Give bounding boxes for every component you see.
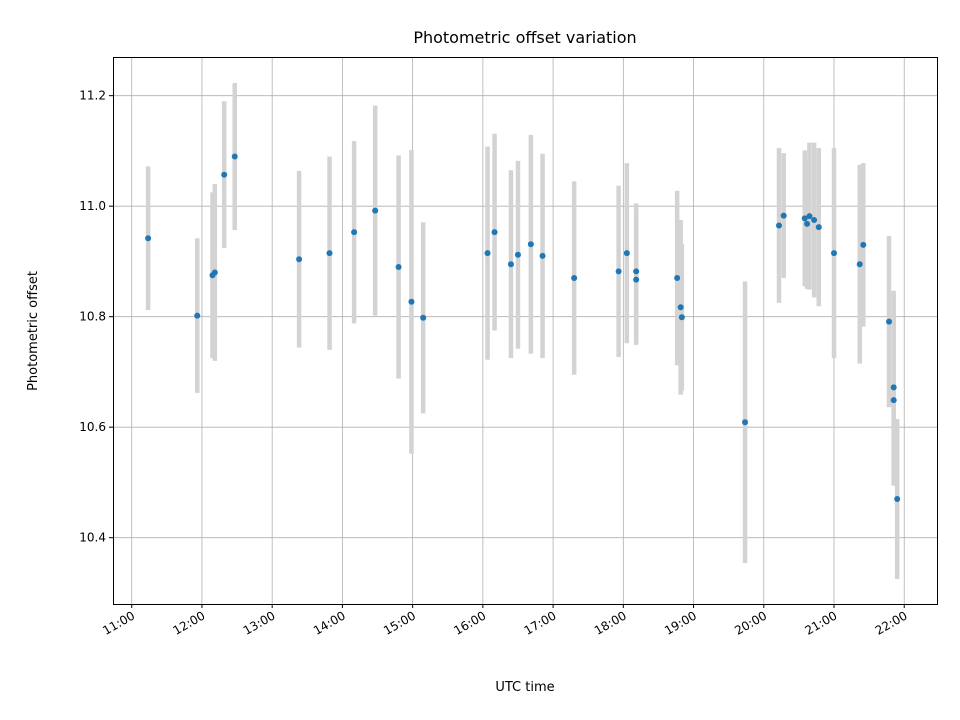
data-point — [145, 235, 152, 242]
data-point — [886, 318, 893, 325]
error-bars — [145, 82, 900, 580]
data-point — [326, 250, 333, 257]
x-tick-label: 13:00 — [241, 608, 278, 637]
data-point — [860, 241, 867, 248]
x-tick-label: 22:00 — [873, 608, 910, 637]
data-point — [420, 314, 427, 321]
data-point — [801, 215, 808, 222]
x-tick-label: 11:00 — [100, 608, 137, 637]
y-axis-label: Photometric offset — [26, 271, 41, 391]
y-axis-ticks: 10.4 10.6 10.8 11.0 11.2 — [79, 89, 113, 545]
data-point — [678, 314, 685, 321]
data-point — [856, 261, 863, 268]
y-tick-label: 10.4 — [79, 531, 106, 545]
data-point — [539, 252, 546, 259]
data-point — [571, 275, 578, 282]
data-point — [615, 268, 622, 275]
data-point — [633, 268, 640, 275]
x-tick-label: 17:00 — [522, 608, 559, 637]
y-tick-label: 11.2 — [79, 89, 106, 103]
data-point — [514, 251, 521, 258]
data-point — [674, 275, 681, 282]
data-point — [804, 220, 811, 227]
data-point — [484, 250, 491, 257]
data-point — [811, 216, 818, 223]
data-point — [395, 263, 402, 270]
x-tick-label: 12:00 — [170, 608, 207, 637]
y-tick-label: 11.0 — [79, 199, 106, 213]
data-point — [491, 229, 498, 236]
data-point — [894, 496, 901, 503]
data-point — [831, 250, 837, 257]
x-tick-label: 16:00 — [451, 608, 488, 637]
data-point — [890, 397, 897, 404]
x-tick-label: 15:00 — [381, 608, 418, 637]
x-tick-label: 19:00 — [662, 608, 699, 637]
data-point — [211, 269, 218, 276]
data-point — [507, 261, 514, 268]
plot-frame — [113, 57, 938, 605]
x-tick-label: 14:00 — [311, 608, 348, 637]
data-point — [623, 250, 630, 257]
y-tick-label: 10.8 — [79, 310, 106, 324]
x-tick-label: 18:00 — [592, 608, 629, 637]
data-point — [815, 224, 822, 231]
x-axis-ticks: 11:00 12:00 13:00 14:00 15:00 16:00 17:00 18:00… — [100, 604, 910, 638]
data-point — [221, 171, 228, 178]
data-point — [742, 419, 749, 426]
chart-title: Photometric offset variation — [413, 28, 636, 47]
data-point — [806, 213, 813, 220]
data-point — [372, 207, 379, 214]
data-points — [145, 153, 901, 503]
data-point — [780, 212, 787, 219]
data-point — [633, 276, 640, 283]
data-point — [296, 256, 303, 263]
data-point — [194, 312, 201, 319]
x-tick-label: 21:00 — [803, 608, 840, 637]
x-tick-label: 20:00 — [732, 608, 769, 637]
data-point — [890, 384, 897, 391]
data-point — [231, 153, 238, 160]
data-point — [775, 222, 782, 229]
y-tick-label: 10.6 — [79, 420, 106, 434]
data-point — [351, 229, 358, 236]
data-point — [408, 298, 415, 305]
x-axis-label: UTC time — [495, 680, 554, 695]
data-point — [527, 241, 534, 248]
data-point — [677, 304, 684, 311]
